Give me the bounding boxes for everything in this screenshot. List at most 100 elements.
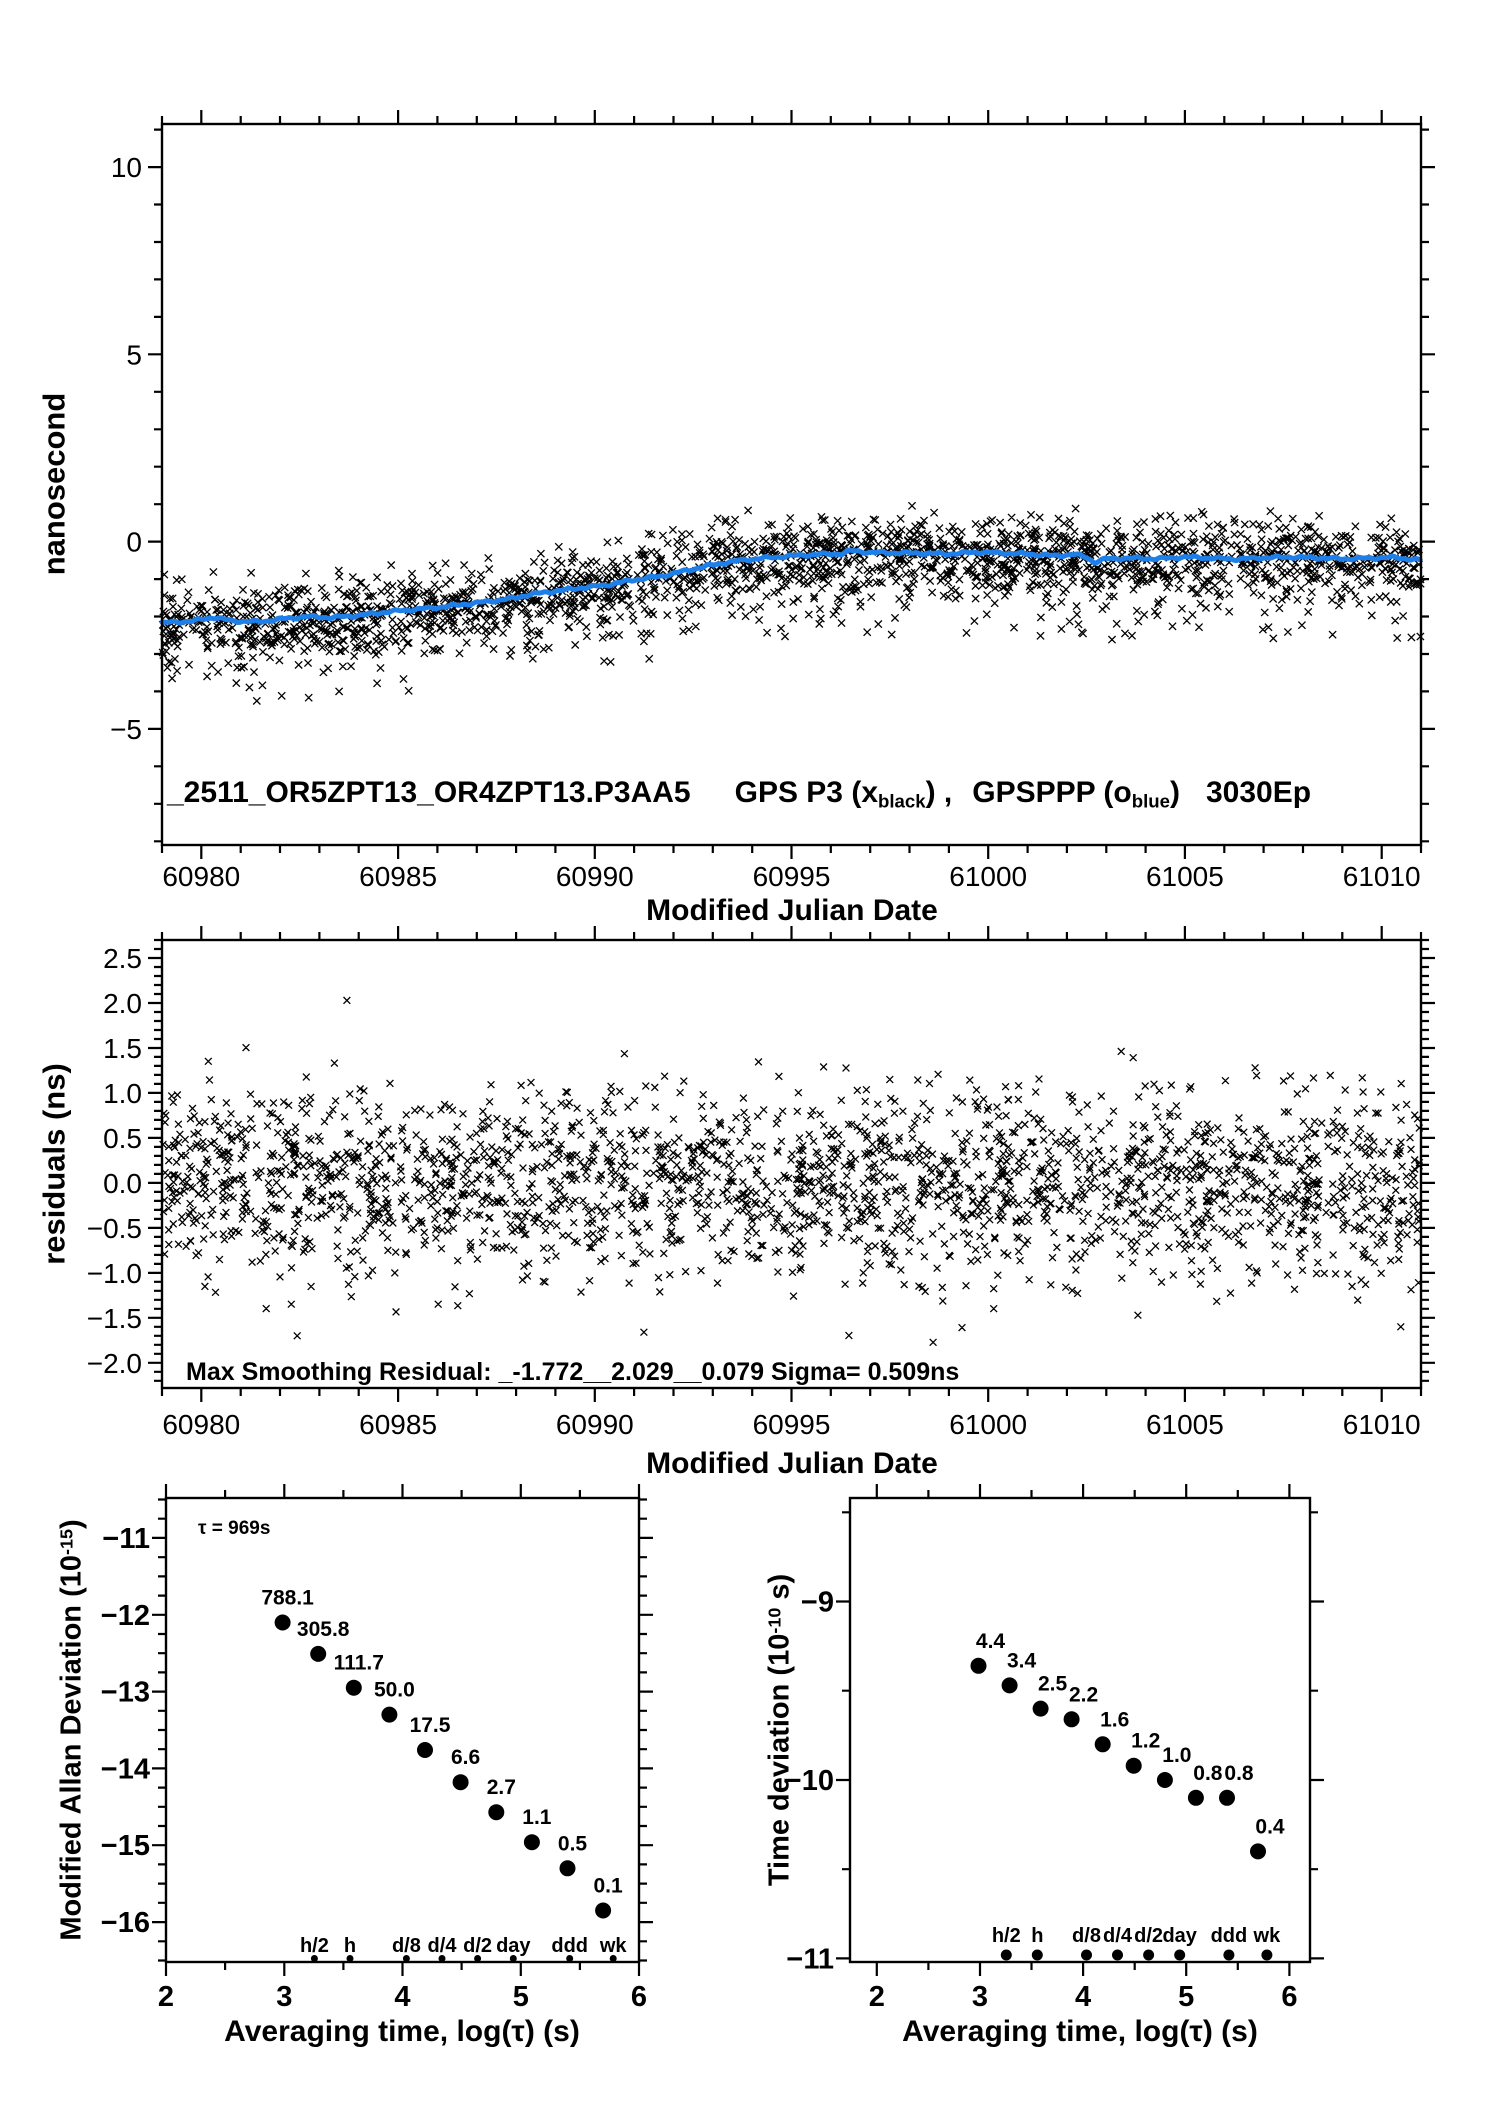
tdev-time-marker-dot <box>1223 1949 1235 1961</box>
tdev-point <box>1219 1789 1235 1806</box>
top-plot-smoothed-gpsppp-line <box>159 547 1423 626</box>
svg-text:4: 4 <box>394 1981 410 2013</box>
mdev-point-label: 1.1 <box>522 1806 552 1829</box>
mdev-point-label: 2.7 <box>487 1776 516 1799</box>
mdev-time-marker-dot <box>474 1955 482 1962</box>
tdev-xlabel: Averaging time, log(τ) (s) <box>902 2015 1258 2048</box>
tdev-point-label: 2.2 <box>1069 1683 1098 1706</box>
top-plot-y-tick-labels: −5 0 5 10 <box>110 152 142 745</box>
svg-text:61000: 61000 <box>949 861 1027 892</box>
svg-text:2.0: 2.0 <box>103 988 142 1019</box>
top-plot-frame <box>160 122 1423 847</box>
adev-tau-note: τ = 969s <box>198 1518 271 1539</box>
top-plot-axes: 60980 60985 60990 60995 61000 61005 61010 −5 0 5 1… <box>110 110 1435 892</box>
mdev-time-marker-dot <box>609 1955 617 1962</box>
tdev-time-marker-label: day <box>1162 1925 1197 1947</box>
mdev-plot-x-tick-labels: 2 3 4 5 6 <box>158 1981 647 2013</box>
tdev-ylabel-exponent: -10 <box>764 1607 785 1634</box>
tdev-time-marker-label: d/8 <box>1072 1925 1101 1947</box>
title-gps-p3: GPS P3 (x <box>734 776 879 809</box>
mdev-point <box>523 1834 540 1851</box>
title-gps-close: ) , <box>925 776 953 809</box>
residuals-plot-ticks <box>148 926 1435 1402</box>
svg-text:0.5: 0.5 <box>103 1123 142 1154</box>
tdev-plot-y-tick-labels: −9 −10 −11 <box>785 1587 834 1976</box>
mdev-plot-frame <box>164 1496 641 1964</box>
svg-text:2: 2 <box>869 1981 885 2013</box>
mdev-time-marker-label: wk <box>599 1935 628 1957</box>
tdev-point-label: 2.5 <box>1038 1673 1068 1696</box>
mdev-point <box>595 1902 612 1919</box>
svg-text:−2.0: −2.0 <box>87 1348 142 1379</box>
tdev-point <box>1063 1711 1080 1728</box>
mdev-time-markers: h/2 h d/8 d/4 d/2 day ddd wk <box>300 1935 627 1962</box>
svg-text:2.5: 2.5 <box>103 943 142 974</box>
mdev-plot-axes: 2 3 4 5 6 −11 −12 −13 −14 −15 −16 <box>101 1484 653 2013</box>
svg-text:−12: −12 <box>101 1600 150 1632</box>
residuals-xlabel: Modified Julian Date <box>646 1447 938 1480</box>
mdev-time-marker-label: h <box>344 1935 356 1957</box>
svg-text:60995: 60995 <box>753 861 831 892</box>
tdev-point <box>1250 1843 1266 1860</box>
tdev-plot-frame <box>848 1496 1312 1964</box>
svg-text:1.0: 1.0 <box>103 1078 142 1109</box>
svg-text:3: 3 <box>972 1981 988 2013</box>
title-ppp-sub: blue <box>1131 790 1170 812</box>
svg-text:2: 2 <box>158 1981 174 2013</box>
adev-xlabel: Averaging time, log(τ) (s) <box>224 2015 580 2048</box>
tdev-time-marker-dot <box>1174 1949 1186 1961</box>
tdev-points: 4.43.42.5 2.21.61.21.00.8 0.80.4 <box>970 1630 1285 1860</box>
residuals-plot <box>159 996 1424 1347</box>
mdev-point-label: 6.6 <box>451 1746 480 1769</box>
mdev-point-label: 788.1 <box>261 1587 314 1610</box>
svg-text:−1.5: −1.5 <box>87 1303 142 1334</box>
mdev-time-marker-label: d/8 <box>392 1935 421 1957</box>
svg-text:10: 10 <box>111 152 142 183</box>
svg-text:4: 4 <box>1075 1981 1091 2013</box>
tdev-time-marker-dot <box>1000 1949 1012 1961</box>
tdev-time-marker-label: wk <box>1253 1925 1282 1947</box>
svg-text:61005: 61005 <box>1146 861 1224 892</box>
residuals-plot-x-tick-labels: 60980 60985 60990 60995 61000 61005 61010 <box>162 1409 1420 1440</box>
title-station-code: 3030Ep <box>1205 776 1312 809</box>
mdev-time-marker-dot <box>509 1955 517 1962</box>
mdev-point-label: 50.0 <box>374 1679 415 1702</box>
tdev-point <box>1156 1772 1173 1788</box>
tdev-point <box>1032 1700 1049 1717</box>
mdev-point-label: 111.7 <box>334 1652 384 1675</box>
residuals-plot-axes: 60980 60985 60990 60995 61000 61005 610102.52.… <box>87 926 1435 1440</box>
tdev-point-label: 1.6 <box>1100 1708 1129 1731</box>
tdev-time-marker-label: d/4 <box>1103 1925 1133 1947</box>
tdev-ylabel-text: Time deviation (10 <box>763 1633 796 1887</box>
max-smoothing-residual-annotation: Max Smoothing Residual: _-1.772__2.029__… <box>186 1358 960 1386</box>
tdev-time-marker-dot <box>1143 1949 1155 1961</box>
svg-text:−5: −5 <box>110 714 142 745</box>
svg-text:60990: 60990 <box>556 1409 634 1440</box>
tdev-point-label: 0.8 <box>1193 1762 1223 1785</box>
mdev-plot: h/2 h d/8 d/4 d/2 day ddd wk 788.1 305.8 111.7 50.0… <box>261 1587 627 1962</box>
svg-text:60995: 60995 <box>753 1409 831 1440</box>
tdev-point <box>1001 1677 1018 1694</box>
mdev-time-marker-dot <box>310 1955 318 1962</box>
title-ppp: GPSPPP (o <box>972 776 1132 809</box>
mdev-point-label: 0.5 <box>558 1832 588 1855</box>
svg-text:60980: 60980 <box>162 861 240 892</box>
tdev-time-marker-label: ddd <box>1211 1925 1248 1947</box>
title-id: _2511_OR5ZPT13_OR4ZPT13.P3AA5 <box>167 776 691 809</box>
svg-text:−16: −16 <box>101 1907 150 1939</box>
tdev-ylabel-close: s) <box>763 1573 796 1608</box>
svg-text:61010: 61010 <box>1343 1409 1421 1440</box>
svg-text:3: 3 <box>276 1981 292 2013</box>
svg-text:61005: 61005 <box>1146 1409 1224 1440</box>
tdev-point-label: 0.8 <box>1224 1762 1254 1785</box>
tdev-point-label: 0.4 <box>1255 1815 1285 1838</box>
mdev-time-marker-dot <box>402 1955 410 1962</box>
tdev-point <box>1125 1757 1142 1774</box>
mdev-point <box>274 1614 291 1631</box>
svg-text:6: 6 <box>631 1981 647 2013</box>
top-plot-ticks <box>148 110 1435 859</box>
adev-ylabel-text: Modified Allan Deviation (10 <box>55 1555 88 1941</box>
tdev-time-marker-label: h/2 <box>992 1925 1021 1947</box>
svg-text:6: 6 <box>1281 1981 1297 2013</box>
svg-text:60980: 60980 <box>162 1409 240 1440</box>
